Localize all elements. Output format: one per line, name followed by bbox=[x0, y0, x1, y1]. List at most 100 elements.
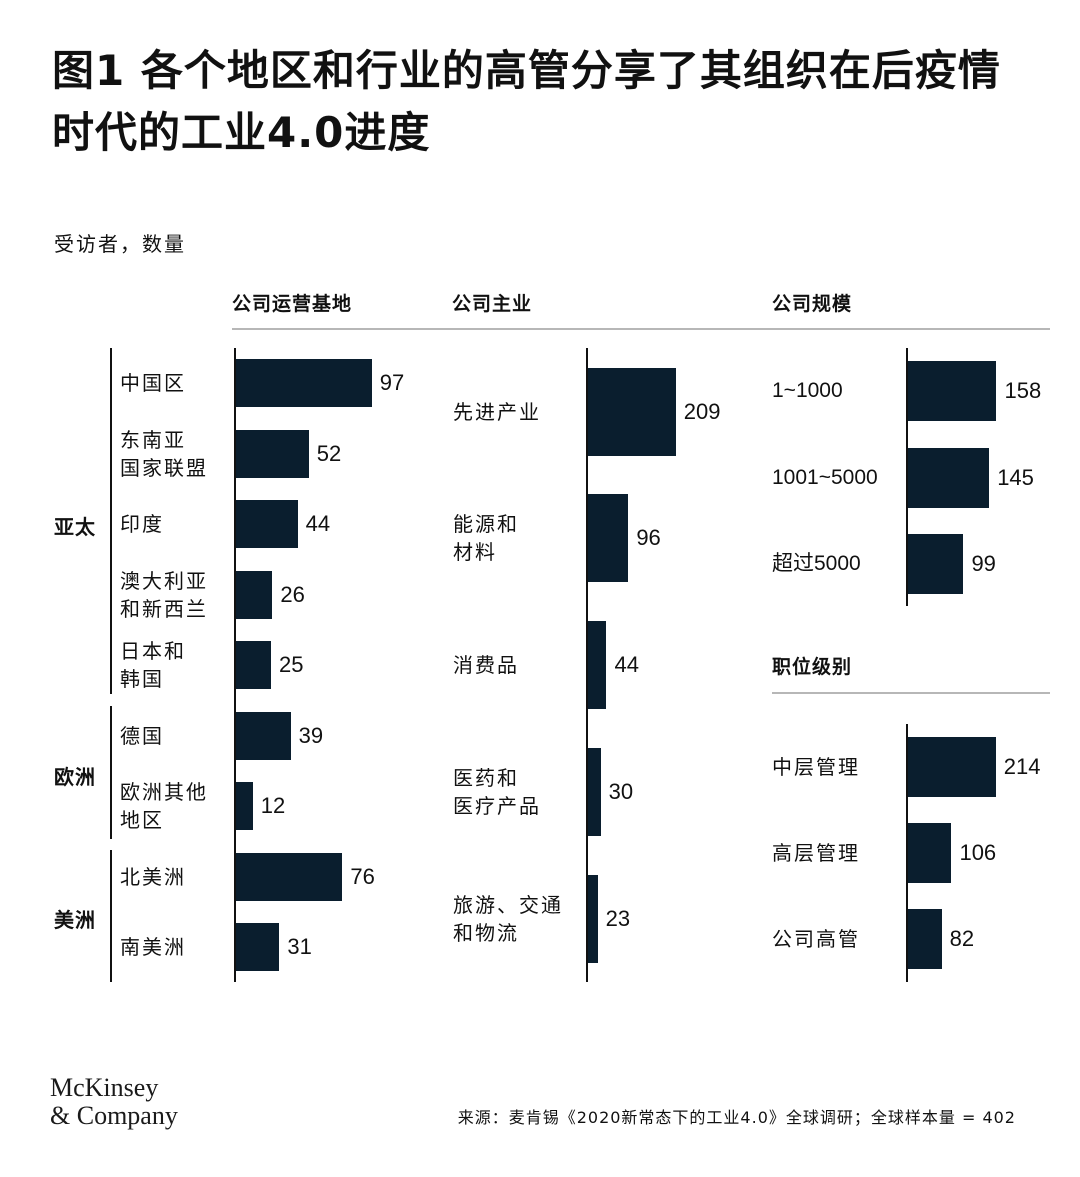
chart-subtitle: 受访者，数量 bbox=[54, 232, 186, 256]
category-label-line: 和新西兰 bbox=[120, 597, 208, 621]
category-label-line: 能源和 bbox=[453, 512, 519, 536]
group-bracket-apac bbox=[110, 348, 112, 694]
bar bbox=[588, 368, 676, 456]
category-label: 超过5000 bbox=[772, 550, 861, 578]
category-label: 印度 bbox=[120, 510, 164, 538]
bar bbox=[236, 571, 273, 619]
data-label: 96 bbox=[636, 525, 661, 550]
category-label: 东南亚 国家联盟 bbox=[120, 426, 208, 482]
group-label-europe: 欧洲 bbox=[54, 765, 96, 789]
axis-size bbox=[906, 348, 908, 606]
bar bbox=[908, 823, 952, 883]
category-label-line: 韩国 bbox=[120, 667, 164, 691]
axis-industry bbox=[586, 348, 588, 982]
panel-title-size: 公司规模 bbox=[772, 293, 853, 315]
category-label-line: 中层管理 bbox=[772, 755, 860, 779]
category-label-line: 高层管理 bbox=[772, 841, 860, 865]
header-rule bbox=[232, 328, 1050, 330]
category-label-line: 公司高管 bbox=[772, 927, 860, 951]
category-label: 消费品 bbox=[453, 651, 519, 679]
data-label: 76 bbox=[350, 864, 375, 889]
data-label: 39 bbox=[298, 723, 324, 748]
bar bbox=[236, 853, 343, 901]
bar bbox=[236, 923, 280, 971]
bar bbox=[588, 875, 598, 963]
bar bbox=[908, 909, 942, 969]
panel-title-base: 公司运营基地 bbox=[232, 293, 353, 315]
group-bracket-europe bbox=[110, 706, 112, 839]
category-label: 医药和 医疗产品 bbox=[453, 764, 541, 820]
data-label: 209 bbox=[683, 399, 721, 424]
bar bbox=[236, 782, 253, 830]
category-label: 旅游、交通 和物流 bbox=[453, 891, 563, 947]
category-label-line: 南美洲 bbox=[120, 935, 186, 959]
bar bbox=[908, 737, 996, 797]
category-label: 高层管理 bbox=[772, 839, 860, 867]
data-label: 25 bbox=[279, 652, 304, 677]
data-label: 97 bbox=[379, 370, 405, 395]
bar bbox=[908, 448, 990, 508]
category-label: 中国区 bbox=[120, 369, 186, 397]
category-label-line: 1~1000 bbox=[772, 379, 843, 402]
data-label: 44 bbox=[614, 652, 639, 677]
category-label-line: 地区 bbox=[120, 808, 164, 832]
bar bbox=[236, 359, 372, 407]
data-label: 158 bbox=[1004, 378, 1042, 403]
position-header-rule bbox=[772, 692, 1050, 694]
bar bbox=[588, 621, 607, 709]
category-label-line: 澳大利亚 bbox=[120, 569, 208, 593]
category-label-line: 旅游、交通 bbox=[453, 893, 563, 917]
category-label-line: 和物流 bbox=[453, 921, 519, 945]
data-label: 82 bbox=[949, 926, 975, 951]
data-label: 26 bbox=[280, 582, 305, 607]
category-label: 能源和 材料 bbox=[453, 510, 519, 566]
bar bbox=[236, 712, 291, 760]
category-label-line: 中国区 bbox=[120, 371, 186, 395]
category-label: 德国 bbox=[120, 722, 164, 750]
category-label: 北美洲 bbox=[120, 863, 186, 891]
data-label: 30 bbox=[608, 779, 634, 804]
panel-title-industry: 公司主业 bbox=[452, 293, 533, 315]
category-label: 先进产业 bbox=[453, 398, 541, 426]
data-label: 145 bbox=[997, 465, 1034, 490]
bar bbox=[908, 361, 997, 421]
data-label: 106 bbox=[959, 840, 997, 865]
category-label-line: 北美洲 bbox=[120, 865, 186, 889]
category-label: 公司高管 bbox=[772, 925, 860, 953]
category-label: 澳大利亚 和新西兰 bbox=[120, 567, 208, 623]
logo-line-2: & Company bbox=[50, 1101, 178, 1130]
category-label: 中层管理 bbox=[772, 753, 860, 781]
category-label: 1001~5000 bbox=[772, 464, 878, 492]
data-label: 12 bbox=[260, 793, 286, 818]
category-label: 日本和 韩国 bbox=[120, 637, 186, 693]
category-label-line: 消费品 bbox=[453, 653, 519, 677]
data-label: 44 bbox=[305, 511, 331, 536]
bar bbox=[588, 494, 629, 582]
panel-title-position: 职位级别 bbox=[772, 656, 853, 678]
bar bbox=[236, 641, 271, 689]
bar bbox=[236, 500, 298, 548]
group-label-apac: 亚太 bbox=[54, 515, 96, 539]
bar bbox=[908, 534, 964, 594]
category-label-line: 先进产业 bbox=[453, 400, 541, 424]
category-label: 南美洲 bbox=[120, 933, 186, 961]
category-label-line: 国家联盟 bbox=[120, 456, 208, 480]
axis-position bbox=[906, 724, 908, 982]
category-label-line: 印度 bbox=[120, 512, 164, 536]
category-label-line: 材料 bbox=[453, 540, 497, 564]
data-label: 99 bbox=[971, 551, 996, 576]
category-label: 欧洲其他 地区 bbox=[120, 778, 208, 834]
source-note: 来源：麦肯锡《2020新常态下的工业4.0》全球调研；全球样本量 = 402 bbox=[457, 1108, 1016, 1127]
chart-title: 图1 各个地区和行业的高管分享了其组织在后疫情时代的工业4.0进度 bbox=[52, 46, 1001, 157]
group-label-americas: 美洲 bbox=[54, 908, 96, 932]
data-label: 214 bbox=[1003, 754, 1041, 779]
axis-base bbox=[234, 348, 236, 982]
category-label-line: 德国 bbox=[120, 724, 164, 748]
category-label-line: 日本和 bbox=[120, 639, 186, 663]
bar bbox=[588, 748, 601, 836]
logo-line-1: McKinsey bbox=[50, 1073, 159, 1102]
category-label-line: 超过5000 bbox=[772, 552, 861, 575]
category-label-line: 欧洲其他 bbox=[120, 780, 208, 804]
category-label-line: 1001~5000 bbox=[772, 466, 878, 489]
data-label: 52 bbox=[316, 441, 342, 466]
